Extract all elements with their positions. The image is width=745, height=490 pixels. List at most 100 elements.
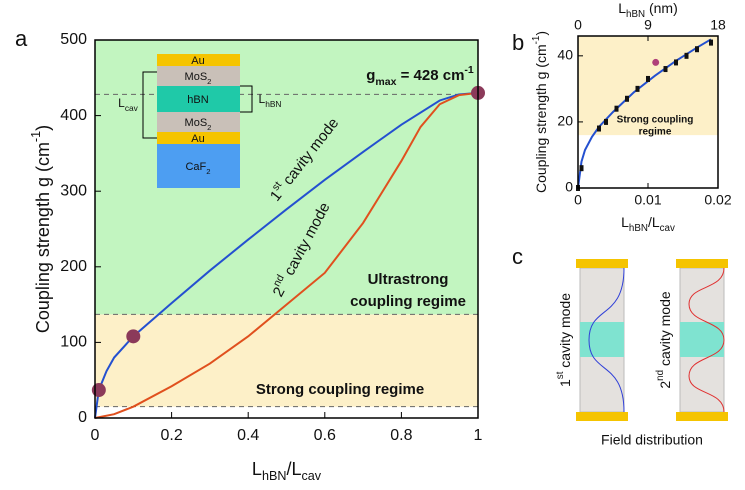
- y-axis-label: Coupling strength g (cm-1): [531, 31, 549, 193]
- gmax-label-part: -1: [464, 64, 473, 76]
- bracket-label-part: cav: [125, 103, 139, 113]
- x-axis-label: LhBN/Lcav: [252, 459, 322, 484]
- layer-label-part: hBN: [187, 94, 208, 106]
- y-axis-label-part: Coupling strength g (cm: [533, 44, 549, 193]
- layer-label: MoS2: [185, 71, 212, 86]
- x-axis-label-part: L: [621, 214, 629, 230]
- data-marker: [684, 52, 689, 59]
- x-axis-label-part: L: [252, 459, 262, 479]
- panel-label: a: [15, 26, 28, 51]
- gmax-label-part: = 428 cm: [396, 67, 464, 84]
- region-label: Strong coupling: [617, 115, 694, 126]
- data-marker: [604, 118, 608, 125]
- data-marker: [625, 95, 629, 102]
- y-tick-label: 400: [60, 107, 87, 124]
- layer: [157, 132, 240, 144]
- layer-label-part: 2: [206, 167, 210, 176]
- mode-label-part: 1: [557, 379, 573, 387]
- panel-label: c: [512, 244, 523, 269]
- bracket-label-part: hBN: [265, 99, 281, 109]
- layer-label: CaF2: [185, 161, 210, 176]
- x-axis-label-part: hBN: [629, 223, 648, 234]
- y-axis-label-part: ): [33, 125, 53, 131]
- data-marker: [597, 125, 601, 132]
- mode-label-part: 2: [657, 381, 673, 389]
- field-profile: [688, 267, 725, 413]
- x-tick-label: 1: [474, 427, 483, 444]
- x2-tick-label: 18: [710, 17, 726, 33]
- plot-frame: [94, 39, 479, 419]
- data-marker: [663, 66, 668, 73]
- data-marker: [614, 105, 619, 112]
- point: [652, 58, 660, 66]
- layer-label-part: MoS: [185, 117, 208, 129]
- x-axis-label-part: cav: [660, 223, 675, 234]
- layer-label: Au: [191, 133, 204, 145]
- region-label: regime: [639, 127, 672, 138]
- y-axis-label-part: -1: [531, 36, 542, 45]
- x-tick-label: 0.4: [237, 427, 259, 444]
- layer-label-part: 2: [207, 123, 211, 132]
- mirror: [676, 259, 728, 268]
- region: [578, 36, 718, 136]
- data-marker: [709, 39, 713, 46]
- region-label: coupling regime: [350, 293, 466, 310]
- x2-axis-label-part: (nm): [645, 0, 678, 16]
- data-marker: [695, 46, 699, 53]
- x-tick-label: 0.2: [160, 427, 182, 444]
- y-tick-label: 100: [60, 334, 87, 351]
- y-axis-label: Coupling strength g (cm-1): [29, 125, 52, 333]
- layer-label: Au: [191, 55, 204, 67]
- layer: [157, 144, 240, 188]
- y-tick-label: 0: [78, 409, 87, 426]
- point: [126, 329, 141, 344]
- gmax-label: gmax = 428 cm-1: [366, 64, 474, 88]
- point: [91, 383, 106, 398]
- gmax-label-part: max: [375, 76, 396, 88]
- layer: [157, 86, 240, 112]
- gmax-label-part: g: [366, 67, 375, 84]
- field-profile: [588, 267, 625, 413]
- caption: Field distribution: [601, 432, 703, 448]
- curve: [94, 91, 479, 419]
- layer-label-part: 2: [207, 77, 211, 86]
- layer-label-part: MoS: [185, 71, 208, 83]
- layer-label-part: Au: [191, 55, 204, 67]
- curve: [577, 38, 712, 189]
- x-tick-label: 0.6: [314, 427, 336, 444]
- bracket: [142, 71, 157, 139]
- curve-label-part: nd: [271, 272, 287, 288]
- hbn-layer: [580, 322, 624, 357]
- mode-label-part: cavity mode: [657, 291, 673, 370]
- y-tick-label: 40: [557, 47, 573, 63]
- mirror: [576, 259, 628, 268]
- layer: [157, 66, 240, 86]
- layer-label-part: CaF: [185, 161, 206, 173]
- y-axis-label-part: ): [533, 31, 549, 36]
- x2-axis-label: LhBN (nm): [618, 0, 678, 20]
- mode-label-part: cavity mode: [557, 293, 573, 372]
- data-marker: [646, 75, 650, 82]
- curve: [94, 91, 479, 419]
- y-axis-label-part: -1: [29, 131, 43, 142]
- data-marker: [635, 85, 640, 92]
- x-axis-label-part: /L: [648, 214, 660, 230]
- region-label: Ultrastrong: [368, 271, 449, 288]
- panel-c-drawing: [576, 259, 728, 421]
- y-tick-label: 20: [557, 113, 573, 129]
- mirror: [576, 412, 628, 421]
- x-axis-label-part: /L: [286, 459, 301, 479]
- y-tick-label: 300: [60, 182, 87, 199]
- y-axis-label-part: Coupling strength g (cm: [33, 142, 53, 333]
- mode-label-part: nd: [655, 370, 666, 381]
- layer-label: MoS2: [185, 117, 212, 132]
- x-axis-label-part: hBN: [262, 469, 287, 483]
- layer-label-part: Au: [191, 133, 204, 145]
- x-axis-label-part: cav: [301, 469, 321, 483]
- bracket-label: LhBN: [259, 92, 282, 109]
- bracket-label-part: L: [259, 92, 266, 106]
- x-tick-label: 0.01: [634, 192, 661, 208]
- bracket-label: Lcav: [118, 96, 139, 113]
- layer-label: hBN: [187, 94, 208, 106]
